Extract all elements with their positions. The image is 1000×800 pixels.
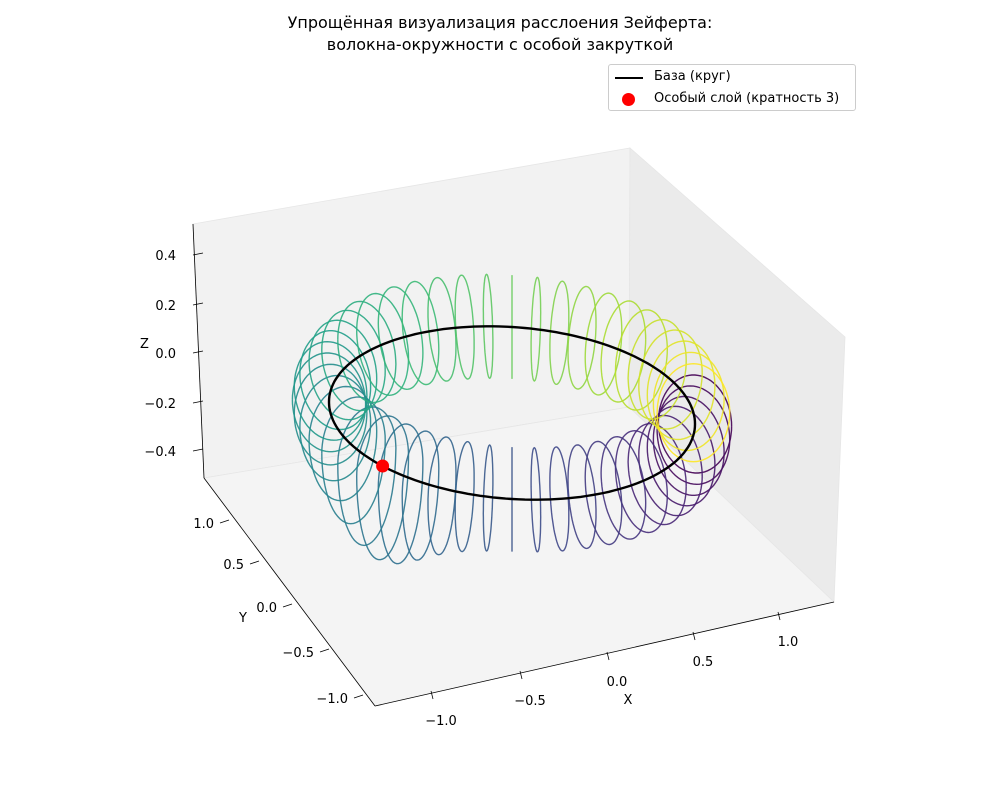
singular-point-marker — [376, 459, 390, 473]
fiber-circle — [299, 374, 372, 482]
z-tick-label: 0.2 — [155, 299, 176, 314]
fiber-circle — [337, 300, 397, 404]
x-tick-mark — [430, 690, 434, 700]
x-tick-mark — [519, 670, 523, 680]
fiber-circle — [454, 274, 475, 380]
fiber-circles — [291, 273, 733, 565]
fiber-circle — [638, 414, 703, 517]
fiber-circle — [549, 446, 570, 552]
fiber-circle — [656, 385, 731, 486]
x-axis-label: X — [624, 693, 633, 708]
x-tick-label: 1.0 — [778, 635, 799, 650]
y-axis-label: Y — [238, 611, 247, 626]
fiber-circle — [321, 396, 386, 525]
x-tick-label: 0.0 — [607, 675, 628, 690]
x-tick-mark — [777, 611, 781, 621]
fiber-circle — [567, 285, 597, 390]
fiber-circle — [337, 406, 397, 547]
y-tick-mark — [282, 603, 293, 608]
z-tick-label: −0.2 — [144, 397, 176, 412]
fiber-circle — [656, 362, 731, 463]
legend-entry-singular: Особый слой (кратность 3) — [609, 89, 855, 109]
fiber-circle — [454, 441, 475, 553]
axis-lines — [192, 223, 835, 707]
fiber-circle — [299, 330, 372, 431]
fiber-circle — [646, 340, 716, 441]
fiber-circle — [482, 444, 494, 552]
x-tick-label: 0.5 — [693, 655, 714, 670]
x-tick-mark — [606, 651, 610, 661]
y-tick-mark — [249, 560, 260, 565]
legend-singular-dot-swatch — [622, 93, 635, 106]
fiber-circle — [293, 363, 368, 466]
fiber-circle — [530, 446, 542, 553]
y-tick-label: −0.5 — [282, 646, 314, 661]
base-circle — [327, 325, 697, 501]
fiber-circle — [530, 276, 542, 382]
y-axis-line — [203, 477, 376, 707]
fiber-circle — [427, 276, 457, 382]
fiber-circle — [600, 300, 647, 403]
fiber-circle — [567, 444, 597, 550]
y-tick-label: 0.0 — [256, 601, 277, 616]
x-axis-line — [374, 601, 835, 707]
legend-base-line-swatch — [615, 77, 643, 79]
chart-title-line-2: волокна-окружности с особой закруткой — [326, 35, 674, 54]
fiber-circle — [482, 273, 494, 380]
z-axis-label: Z — [140, 337, 149, 352]
fiber-circle — [401, 430, 440, 561]
fiber-circle — [549, 280, 570, 385]
axis-panes — [192, 147, 846, 707]
z-tick-label: −0.4 — [144, 445, 176, 460]
base-circle-layer — [327, 325, 697, 501]
z-tick-mark — [192, 350, 204, 354]
legend-base-label: База (круг) — [654, 69, 731, 84]
legend: База (круг) Особый слой (кратность 3) — [608, 64, 856, 111]
fiber-circle — [321, 309, 386, 412]
legend-singular-label: Особый слой (кратность 3) — [654, 91, 840, 106]
y-tick-mark — [319, 648, 330, 653]
x-tick-label: −1.0 — [425, 714, 457, 729]
fiber-circle — [377, 286, 424, 391]
z-tick-mark — [192, 302, 204, 306]
fiber-circle — [308, 319, 378, 421]
legend-entry-base: База (круг) — [609, 67, 855, 87]
y-tick-mark — [353, 694, 364, 699]
fiber-circle — [652, 351, 725, 452]
fiber-circle — [646, 405, 716, 507]
fiber-circle — [638, 329, 703, 430]
y-tick-label: −1.0 — [316, 692, 348, 707]
y-tick-label: 0.5 — [223, 558, 244, 573]
fiber-circle — [627, 422, 687, 526]
fiber-circle — [584, 440, 623, 546]
z-axis-line — [192, 223, 205, 479]
z-tick-mark — [192, 252, 204, 256]
z-tick-mark — [192, 400, 204, 404]
z-tick-label: 0.4 — [155, 249, 176, 264]
fiber-circle — [600, 435, 647, 540]
fiber-circle — [401, 280, 440, 386]
chart-title-line-1: Упрощённая визуализация расслоения Зейфе… — [287, 13, 713, 32]
fiber-circle — [627, 318, 687, 420]
fiber-circle — [652, 395, 725, 496]
fiber-circle — [377, 423, 424, 565]
fiber-circle — [308, 385, 378, 502]
fiber-circle — [584, 292, 623, 396]
tick-labels: 0.4 0.2 0.0 −0.2 −0.4 Z −1.0 −0.5 0.0 0.5 1.0 Y −1.0… — [140, 249, 798, 729]
y-tick-mark — [219, 519, 230, 524]
x-tick-label: −0.5 — [514, 694, 546, 709]
z-tick-mark — [192, 448, 204, 452]
x-tick-mark — [692, 631, 696, 641]
fiber-circle — [293, 340, 368, 441]
y-tick-label: 1.0 — [193, 517, 214, 532]
z-tick-label: 0.0 — [155, 347, 176, 362]
fiber-circle — [427, 436, 457, 556]
